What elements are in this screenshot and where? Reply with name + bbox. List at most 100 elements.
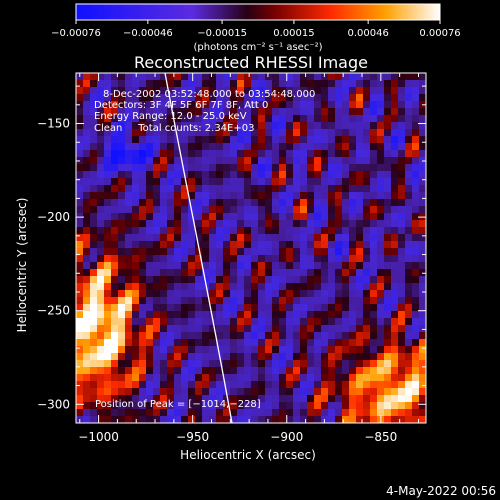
heatmap-cell xyxy=(286,395,294,403)
heatmap-cell xyxy=(125,367,133,375)
heatmap-cell xyxy=(146,255,154,263)
heatmap-cell xyxy=(90,290,98,298)
heatmap-cell xyxy=(195,143,203,151)
heatmap-cell xyxy=(342,332,350,340)
heatmap-cell xyxy=(265,297,273,305)
heatmap-cell xyxy=(384,150,392,158)
heatmap-cell xyxy=(118,129,126,137)
heatmap-cell xyxy=(412,101,420,109)
heatmap-cell xyxy=(167,395,175,403)
heatmap-cell xyxy=(104,164,112,172)
heatmap-cell xyxy=(356,325,364,333)
heatmap-cell xyxy=(167,108,175,116)
heatmap-cell xyxy=(125,80,133,88)
heatmap-cell xyxy=(160,150,168,158)
heatmap-cell xyxy=(405,304,413,312)
heatmap-cell xyxy=(412,157,420,165)
heatmap-cell xyxy=(363,374,371,382)
heatmap-cell xyxy=(342,185,350,193)
heatmap-cell xyxy=(405,206,413,214)
heatmap-cell xyxy=(97,178,105,186)
heatmap-cell xyxy=(195,325,203,333)
heatmap-cell xyxy=(384,269,392,277)
heatmap-cell xyxy=(83,73,91,81)
heatmap-cell xyxy=(258,206,266,214)
heatmap-cell xyxy=(132,213,140,221)
heatmap-cell xyxy=(328,199,336,207)
heatmap-cell xyxy=(293,73,301,81)
heatmap-cell xyxy=(181,311,189,319)
heatmap-cell xyxy=(251,185,259,193)
heatmap-cell xyxy=(307,283,315,291)
heatmap-cell xyxy=(321,269,329,277)
heatmap-cell xyxy=(153,73,161,81)
heatmap-cell xyxy=(286,353,294,361)
heatmap-cell xyxy=(118,227,126,235)
heatmap-cell xyxy=(293,304,301,312)
heatmap-cell xyxy=(419,143,426,151)
heatmap-cell xyxy=(272,164,280,172)
heatmap-cell xyxy=(237,367,245,375)
heatmap-cell xyxy=(265,73,273,81)
heatmap-cell xyxy=(412,150,420,158)
heatmap-cell xyxy=(335,234,343,242)
heatmap-cell xyxy=(118,304,126,312)
heatmap-cell xyxy=(188,213,196,221)
heatmap-cell xyxy=(405,269,413,277)
heatmap-cell xyxy=(90,297,98,305)
heatmap-cell xyxy=(209,213,217,221)
heatmap-cell xyxy=(391,220,399,228)
heatmap-cell xyxy=(356,178,364,186)
heatmap-cell xyxy=(216,402,224,410)
heatmap-cell xyxy=(307,157,315,165)
heatmap-cell xyxy=(265,388,273,396)
heatmap-cell xyxy=(265,346,273,354)
heatmap-cell xyxy=(202,339,210,347)
heatmap-cell xyxy=(181,73,189,81)
heatmap-cell xyxy=(314,409,322,417)
heatmap-cell xyxy=(258,80,266,88)
heatmap-cell xyxy=(104,122,112,130)
heatmap-cell xyxy=(328,206,336,214)
heatmap-cell xyxy=(258,108,266,116)
heatmap-cell xyxy=(216,381,224,389)
heatmap-cell xyxy=(181,94,189,102)
heatmap-cell xyxy=(279,269,287,277)
heatmap-cell xyxy=(244,402,252,410)
heatmap-cell xyxy=(188,199,196,207)
heatmap-cell xyxy=(118,409,126,417)
heatmap-cell xyxy=(391,276,399,284)
heatmap-cell xyxy=(293,206,301,214)
heatmap-cell xyxy=(251,73,259,81)
heatmap-cell xyxy=(300,332,308,340)
heatmap-cell xyxy=(391,290,399,298)
heatmap-cell xyxy=(104,199,112,207)
heatmap-cell xyxy=(216,416,224,423)
heatmap-cell xyxy=(153,283,161,291)
heatmap-cell xyxy=(181,374,189,382)
heatmap-cell xyxy=(125,374,133,382)
chart-title: Reconstructed RHESSI Image xyxy=(134,53,368,72)
heatmap-cell xyxy=(272,332,280,340)
heatmap-cell xyxy=(384,346,392,354)
heatmap-cell xyxy=(104,248,112,256)
heatmap-cell xyxy=(363,255,371,263)
heatmap-cell xyxy=(258,101,266,109)
heatmap-cell xyxy=(412,227,420,235)
heatmap-cell xyxy=(272,108,280,116)
heatmap-cell xyxy=(202,374,210,382)
heatmap-cell xyxy=(202,290,210,298)
heatmap-cell xyxy=(97,234,105,242)
heatmap-cell xyxy=(223,353,231,361)
heatmap-cell xyxy=(83,185,91,193)
heatmap-cell xyxy=(251,325,259,333)
heatmap-cell xyxy=(363,220,371,228)
heatmap-cell xyxy=(265,318,273,326)
heatmap-cell xyxy=(286,178,294,186)
heatmap-cell xyxy=(223,143,231,151)
heatmap-cell xyxy=(265,206,273,214)
heatmap-cell xyxy=(321,325,329,333)
heatmap-cell xyxy=(237,304,245,312)
heatmap-cell xyxy=(265,199,273,207)
heatmap-cell xyxy=(314,227,322,235)
